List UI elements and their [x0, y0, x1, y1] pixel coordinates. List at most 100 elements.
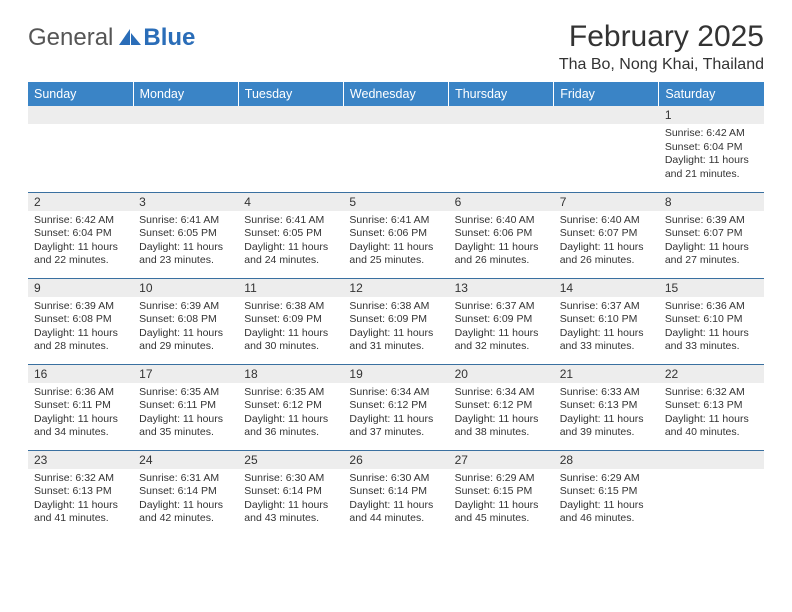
day-number	[554, 106, 659, 124]
header: General Blue February 2025 Tha Bo, Nong …	[28, 20, 764, 74]
day-details: Sunrise: 6:32 AMSunset: 6:13 PMDaylight:…	[28, 469, 133, 531]
calendar-day-cell: 11Sunrise: 6:38 AMSunset: 6:09 PMDayligh…	[238, 278, 343, 364]
calendar-day-cell: 14Sunrise: 6:37 AMSunset: 6:10 PMDayligh…	[554, 278, 659, 364]
day-number: 14	[554, 279, 659, 297]
day-details: Sunrise: 6:39 AMSunset: 6:08 PMDaylight:…	[133, 297, 238, 359]
weekday-header-row: Sunday Monday Tuesday Wednesday Thursday…	[28, 82, 764, 106]
day-number: 11	[238, 279, 343, 297]
calendar-day-cell: 6Sunrise: 6:40 AMSunset: 6:06 PMDaylight…	[449, 192, 554, 278]
day-details: Sunrise: 6:41 AMSunset: 6:05 PMDaylight:…	[133, 211, 238, 273]
day-details: Sunrise: 6:29 AMSunset: 6:15 PMDaylight:…	[554, 469, 659, 531]
calendar-day-cell: 24Sunrise: 6:31 AMSunset: 6:14 PMDayligh…	[133, 450, 238, 536]
logo: General Blue	[28, 24, 195, 52]
day-number: 22	[659, 365, 764, 383]
calendar-day-cell: 16Sunrise: 6:36 AMSunset: 6:11 PMDayligh…	[28, 364, 133, 450]
location: Tha Bo, Nong Khai, Thailand	[559, 56, 764, 74]
day-details: Sunrise: 6:34 AMSunset: 6:12 PMDaylight:…	[343, 383, 448, 445]
weekday-header: Saturday	[659, 82, 764, 106]
day-details: Sunrise: 6:30 AMSunset: 6:14 PMDaylight:…	[343, 469, 448, 531]
day-number: 21	[554, 365, 659, 383]
day-details: Sunrise: 6:38 AMSunset: 6:09 PMDaylight:…	[238, 297, 343, 359]
weekday-header: Friday	[554, 82, 659, 106]
weekday-header: Wednesday	[343, 82, 448, 106]
calendar-day-cell	[554, 106, 659, 192]
day-details: Sunrise: 6:42 AMSunset: 6:04 PMDaylight:…	[659, 124, 764, 186]
calendar-day-cell: 18Sunrise: 6:35 AMSunset: 6:12 PMDayligh…	[238, 364, 343, 450]
day-number: 18	[238, 365, 343, 383]
day-number: 19	[343, 365, 448, 383]
day-number: 23	[28, 451, 133, 469]
calendar-day-cell: 17Sunrise: 6:35 AMSunset: 6:11 PMDayligh…	[133, 364, 238, 450]
day-number: 9	[28, 279, 133, 297]
day-details: Sunrise: 6:29 AMSunset: 6:15 PMDaylight:…	[449, 469, 554, 531]
day-number: 15	[659, 279, 764, 297]
day-details: Sunrise: 6:38 AMSunset: 6:09 PMDaylight:…	[343, 297, 448, 359]
calendar-day-cell: 9Sunrise: 6:39 AMSunset: 6:08 PMDaylight…	[28, 278, 133, 364]
day-details: Sunrise: 6:37 AMSunset: 6:10 PMDaylight:…	[554, 297, 659, 359]
weekday-header: Tuesday	[238, 82, 343, 106]
calendar-day-cell: 4Sunrise: 6:41 AMSunset: 6:05 PMDaylight…	[238, 192, 343, 278]
day-number	[28, 106, 133, 124]
day-number: 17	[133, 365, 238, 383]
calendar-day-cell	[28, 106, 133, 192]
day-number: 27	[449, 451, 554, 469]
sail-icon	[119, 24, 141, 40]
day-details: Sunrise: 6:41 AMSunset: 6:05 PMDaylight:…	[238, 211, 343, 273]
day-details: Sunrise: 6:33 AMSunset: 6:13 PMDaylight:…	[554, 383, 659, 445]
logo-text-blue: Blue	[143, 24, 195, 52]
day-number	[133, 106, 238, 124]
calendar-day-cell	[343, 106, 448, 192]
day-details: Sunrise: 6:32 AMSunset: 6:13 PMDaylight:…	[659, 383, 764, 445]
day-details: Sunrise: 6:37 AMSunset: 6:09 PMDaylight:…	[449, 297, 554, 359]
calendar-week-row: 1Sunrise: 6:42 AMSunset: 6:04 PMDaylight…	[28, 106, 764, 192]
day-number: 1	[659, 106, 764, 124]
calendar-day-cell	[133, 106, 238, 192]
calendar-week-row: 23Sunrise: 6:32 AMSunset: 6:13 PMDayligh…	[28, 450, 764, 536]
day-details: Sunrise: 6:35 AMSunset: 6:11 PMDaylight:…	[133, 383, 238, 445]
day-number: 26	[343, 451, 448, 469]
day-details: Sunrise: 6:42 AMSunset: 6:04 PMDaylight:…	[28, 211, 133, 273]
calendar-day-cell: 20Sunrise: 6:34 AMSunset: 6:12 PMDayligh…	[449, 364, 554, 450]
day-details: Sunrise: 6:30 AMSunset: 6:14 PMDaylight:…	[238, 469, 343, 531]
day-number	[659, 451, 764, 469]
day-number: 3	[133, 193, 238, 211]
day-details: Sunrise: 6:36 AMSunset: 6:11 PMDaylight:…	[28, 383, 133, 445]
day-number: 2	[28, 193, 133, 211]
day-number: 28	[554, 451, 659, 469]
title-block: February 2025 Tha Bo, Nong Khai, Thailan…	[559, 20, 764, 74]
day-number	[238, 106, 343, 124]
day-number: 8	[659, 193, 764, 211]
calendar-day-cell: 12Sunrise: 6:38 AMSunset: 6:09 PMDayligh…	[343, 278, 448, 364]
month-title: February 2025	[559, 20, 764, 54]
calendar-day-cell: 22Sunrise: 6:32 AMSunset: 6:13 PMDayligh…	[659, 364, 764, 450]
calendar-page: General Blue February 2025 Tha Bo, Nong …	[0, 0, 792, 546]
day-number: 12	[343, 279, 448, 297]
day-number: 24	[133, 451, 238, 469]
day-number: 20	[449, 365, 554, 383]
day-number: 6	[449, 193, 554, 211]
day-details: Sunrise: 6:41 AMSunset: 6:06 PMDaylight:…	[343, 211, 448, 273]
day-details: Sunrise: 6:39 AMSunset: 6:08 PMDaylight:…	[28, 297, 133, 359]
day-number: 25	[238, 451, 343, 469]
calendar-day-cell: 7Sunrise: 6:40 AMSunset: 6:07 PMDaylight…	[554, 192, 659, 278]
day-number: 10	[133, 279, 238, 297]
day-number: 13	[449, 279, 554, 297]
calendar-day-cell: 13Sunrise: 6:37 AMSunset: 6:09 PMDayligh…	[449, 278, 554, 364]
day-details: Sunrise: 6:34 AMSunset: 6:12 PMDaylight:…	[449, 383, 554, 445]
weekday-header: Thursday	[449, 82, 554, 106]
day-details: Sunrise: 6:40 AMSunset: 6:06 PMDaylight:…	[449, 211, 554, 273]
calendar-day-cell: 28Sunrise: 6:29 AMSunset: 6:15 PMDayligh…	[554, 450, 659, 536]
calendar-day-cell: 3Sunrise: 6:41 AMSunset: 6:05 PMDaylight…	[133, 192, 238, 278]
day-number	[343, 106, 448, 124]
calendar-day-cell: 5Sunrise: 6:41 AMSunset: 6:06 PMDaylight…	[343, 192, 448, 278]
weekday-header: Monday	[133, 82, 238, 106]
day-number: 5	[343, 193, 448, 211]
day-number	[449, 106, 554, 124]
calendar-day-cell	[238, 106, 343, 192]
day-number: 4	[238, 193, 343, 211]
day-number: 16	[28, 365, 133, 383]
calendar-day-cell: 26Sunrise: 6:30 AMSunset: 6:14 PMDayligh…	[343, 450, 448, 536]
calendar-day-cell: 19Sunrise: 6:34 AMSunset: 6:12 PMDayligh…	[343, 364, 448, 450]
calendar-day-cell: 23Sunrise: 6:32 AMSunset: 6:13 PMDayligh…	[28, 450, 133, 536]
calendar-week-row: 16Sunrise: 6:36 AMSunset: 6:11 PMDayligh…	[28, 364, 764, 450]
